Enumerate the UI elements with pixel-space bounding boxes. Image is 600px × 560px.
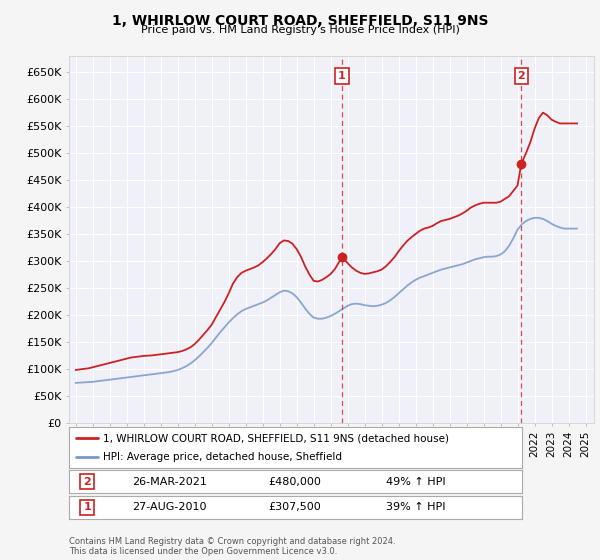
Text: 1, WHIRLOW COURT ROAD, SHEFFIELD, S11 9NS (detached house): 1, WHIRLOW COURT ROAD, SHEFFIELD, S11 9N… (103, 433, 449, 443)
Text: 2: 2 (517, 71, 525, 81)
Text: 1: 1 (83, 502, 91, 512)
Text: 49% ↑ HPI: 49% ↑ HPI (386, 477, 446, 487)
Text: £480,000: £480,000 (268, 477, 321, 487)
Text: 26-MAR-2021: 26-MAR-2021 (133, 477, 207, 487)
Text: £307,500: £307,500 (268, 502, 321, 512)
Text: 39% ↑ HPI: 39% ↑ HPI (386, 502, 446, 512)
Text: 27-AUG-2010: 27-AUG-2010 (133, 502, 207, 512)
Text: This data is licensed under the Open Government Licence v3.0.: This data is licensed under the Open Gov… (69, 547, 337, 556)
Text: 1: 1 (338, 71, 346, 81)
Text: 1, WHIRLOW COURT ROAD, SHEFFIELD, S11 9NS: 1, WHIRLOW COURT ROAD, SHEFFIELD, S11 9N… (112, 14, 488, 28)
Text: Contains HM Land Registry data © Crown copyright and database right 2024.: Contains HM Land Registry data © Crown c… (69, 537, 395, 546)
Text: Price paid vs. HM Land Registry's House Price Index (HPI): Price paid vs. HM Land Registry's House … (140, 25, 460, 35)
Text: 2: 2 (83, 477, 91, 487)
Text: HPI: Average price, detached house, Sheffield: HPI: Average price, detached house, Shef… (103, 452, 342, 461)
